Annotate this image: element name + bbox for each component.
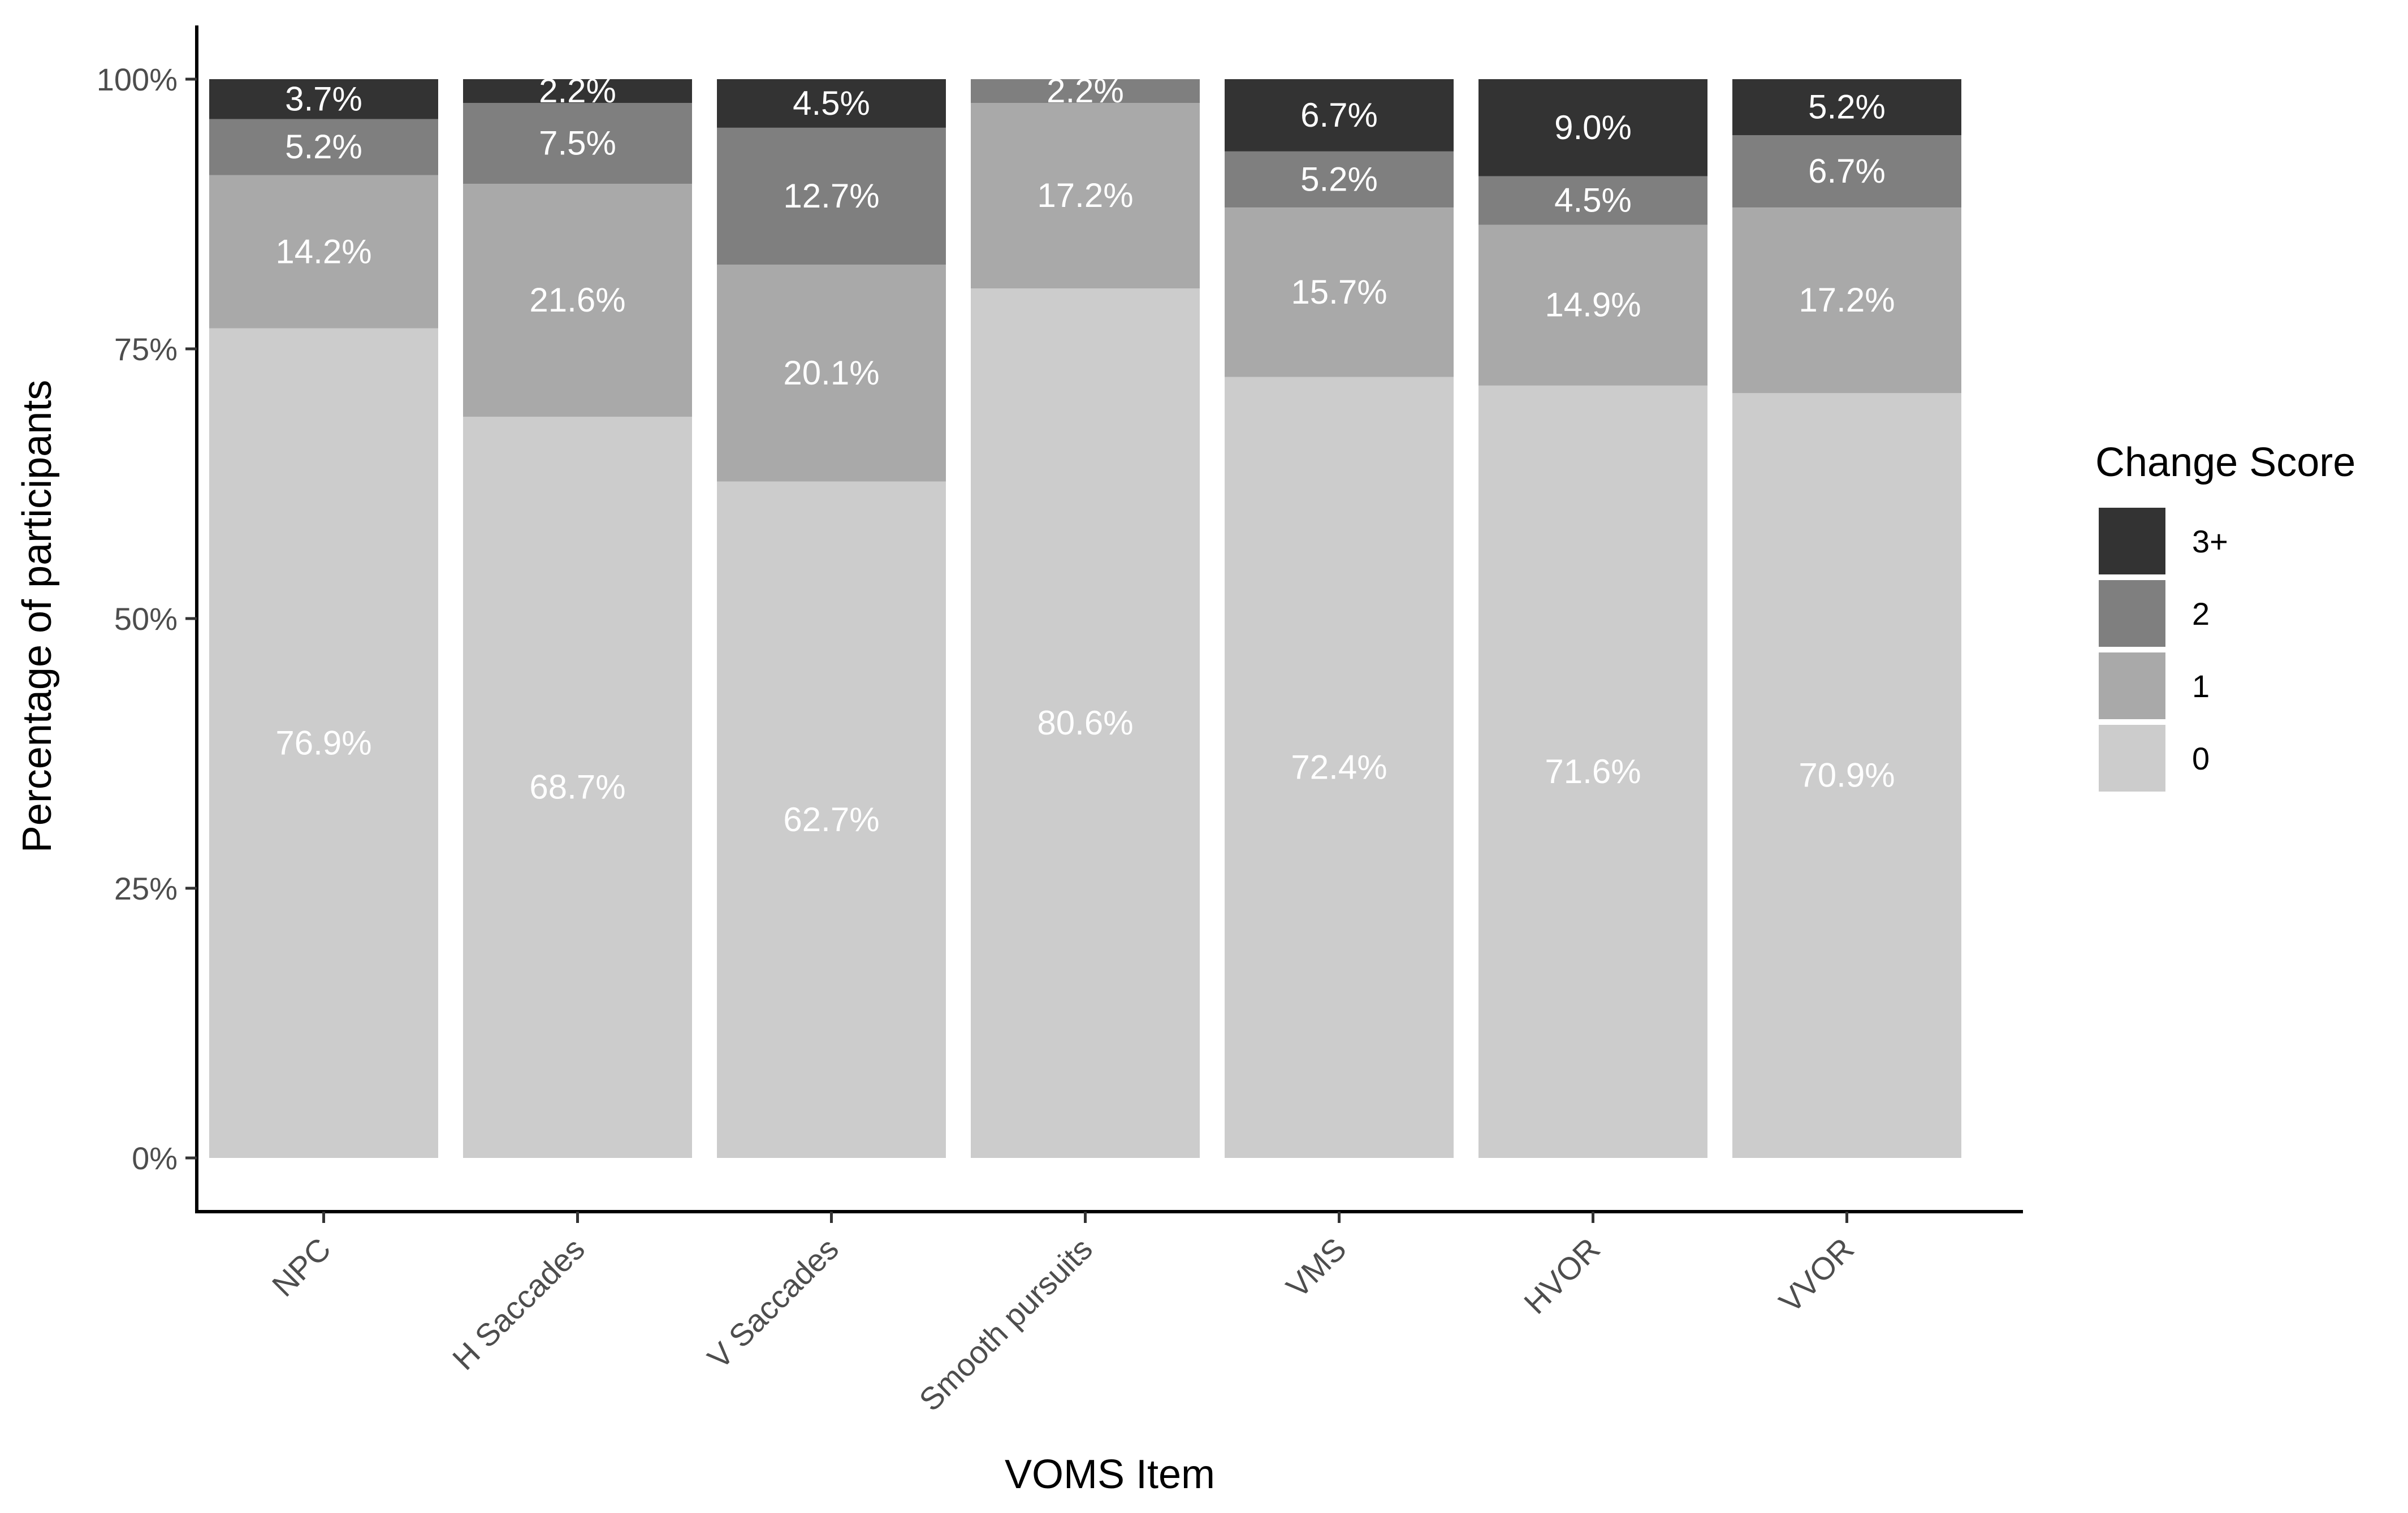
data-label-vvor-score-2: 6.7% bbox=[1808, 152, 1886, 190]
data-label-vvor-score-3: 5.2% bbox=[1808, 88, 1886, 126]
y-tick-label: 100% bbox=[97, 62, 178, 97]
x-axis: NPC H Saccades V Saccades Smooth pursuits VM… bbox=[195, 1210, 2023, 1418]
data-label-hvor-score-0: 71.6% bbox=[1545, 753, 1641, 790]
legend-key-3 bbox=[2099, 508, 2165, 574]
bar-v-saccades-score-0 bbox=[717, 481, 946, 1158]
data-label-npc-score-2: 5.2% bbox=[285, 128, 362, 166]
bar-vms-score-3 bbox=[1225, 79, 1454, 152]
data-label-vms-score-2: 5.2% bbox=[1300, 160, 1378, 198]
legend-label-2: 2 bbox=[2192, 596, 2210, 632]
bar-h-saccades-score-1 bbox=[463, 184, 692, 417]
data-label-vms-score-3: 6.7% bbox=[1300, 96, 1378, 134]
y-axis-title: Percentage of participants bbox=[15, 380, 60, 853]
data-label-hvor-score-3: 9.0% bbox=[1554, 109, 1632, 146]
x-axis-title: VOMS Item bbox=[1005, 1452, 1215, 1497]
y-axis: 0% 25% 50% 75% 100% bbox=[97, 25, 198, 1212]
data-label-vvor-score-0: 70.9% bbox=[1799, 756, 1895, 794]
data-label-smooth-pursuits-score-1: 17.2% bbox=[1037, 176, 1133, 214]
data-label-hvor-score-2: 4.5% bbox=[1554, 181, 1632, 219]
legend-label-0: 0 bbox=[2192, 741, 2210, 776]
legend-label-3: 3+ bbox=[2192, 524, 2228, 559]
bar-vvor-score-3 bbox=[1732, 79, 1961, 136]
y-tick-label: 50% bbox=[114, 601, 178, 637]
data-label-v-saccades-score-2: 12.7% bbox=[783, 177, 879, 215]
data-label-vms-score-1: 15.7% bbox=[1291, 273, 1387, 311]
bar-hvor-score-1 bbox=[1478, 224, 1707, 386]
bar-vms-score-1 bbox=[1225, 208, 1454, 377]
bar-vvor-score-1 bbox=[1732, 208, 1961, 394]
bar-h-saccades-score-2 bbox=[463, 103, 692, 184]
x-tick-label-vvor: VVOR bbox=[1772, 1231, 1861, 1320]
legend-title: Change Score bbox=[2095, 440, 2355, 485]
bar-npc-score-3 bbox=[209, 79, 438, 119]
bar-v-saccades-score-2 bbox=[717, 127, 946, 265]
bar-vvor-score-0 bbox=[1732, 393, 1961, 1158]
bar-npc-score-2 bbox=[209, 119, 438, 175]
x-tick-label-h-saccades: H Saccades bbox=[446, 1231, 591, 1377]
bar-npc-score-1 bbox=[209, 175, 438, 328]
x-tick-label-vms: VMS bbox=[1279, 1231, 1353, 1304]
bar-hvor-score-3 bbox=[1478, 79, 1707, 176]
data-label-h-saccades-score-2: 7.5% bbox=[539, 124, 616, 162]
y-tick-label: 75% bbox=[114, 331, 178, 367]
data-label-npc-score-0: 76.9% bbox=[275, 724, 371, 762]
data-label-npc-score-1: 14.2% bbox=[275, 232, 371, 270]
legend: Change Score 3+ 2 1 0 bbox=[2095, 440, 2355, 792]
bar-v-saccades-score-3 bbox=[717, 79, 946, 128]
data-label-v-saccades-score-1: 20.1% bbox=[783, 354, 879, 392]
plot-area: 76.9% 14.2% 5.2% 3.7% 68.7% 21.6% 7.5% 2.2% 62.7… bbox=[209, 72, 1961, 1158]
bar-h-saccades-score-3 bbox=[463, 79, 692, 103]
bar-npc-score-0 bbox=[209, 328, 438, 1158]
bar-v-saccades-score-1 bbox=[717, 265, 946, 482]
bar-hvor-score-2 bbox=[1478, 176, 1707, 225]
data-label-h-saccades-score-1: 21.6% bbox=[529, 281, 625, 319]
legend-label-1: 1 bbox=[2192, 668, 2210, 704]
legend-key-2 bbox=[2099, 580, 2165, 647]
bar-smooth-pursuits-score-1 bbox=[971, 103, 1200, 289]
bar-smooth-pursuits-score-2 bbox=[971, 79, 1200, 103]
data-label-smooth-pursuits-score-2: 2.2% bbox=[1047, 72, 1124, 110]
x-tick-label-npc: NPC bbox=[265, 1231, 338, 1303]
y-tick-label: 25% bbox=[114, 871, 178, 906]
bar-vvor-score-2 bbox=[1732, 135, 1961, 208]
data-label-v-saccades-score-0: 62.7% bbox=[783, 801, 879, 838]
data-label-vms-score-0: 72.4% bbox=[1291, 748, 1387, 786]
x-tick-label-v-saccades: V Saccades bbox=[701, 1231, 845, 1376]
bar-vms-score-2 bbox=[1225, 151, 1454, 208]
bar-h-saccades-score-0 bbox=[463, 417, 692, 1158]
data-label-npc-score-3: 3.7% bbox=[285, 80, 362, 118]
bar-vms-score-0 bbox=[1225, 377, 1454, 1158]
y-tick-label: 0% bbox=[132, 1140, 178, 1176]
data-label-v-saccades-score-3: 4.5% bbox=[793, 84, 870, 122]
x-tick-label-hvor: HVOR bbox=[1517, 1231, 1607, 1321]
bar-smooth-pursuits-score-0 bbox=[971, 288, 1200, 1158]
data-label-h-saccades-score-3: 2.2% bbox=[539, 72, 616, 110]
bar-hvor-score-0 bbox=[1478, 385, 1707, 1158]
data-label-hvor-score-1: 14.9% bbox=[1545, 286, 1641, 324]
legend-key-0 bbox=[2099, 725, 2165, 792]
data-label-vvor-score-1: 17.2% bbox=[1799, 281, 1895, 319]
data-label-smooth-pursuits-score-0: 80.6% bbox=[1037, 704, 1133, 742]
legend-key-1 bbox=[2099, 652, 2165, 719]
x-tick-label-smooth-pursuits: Smooth pursuits bbox=[912, 1231, 1099, 1418]
data-label-h-saccades-score-0: 68.7% bbox=[529, 768, 625, 806]
